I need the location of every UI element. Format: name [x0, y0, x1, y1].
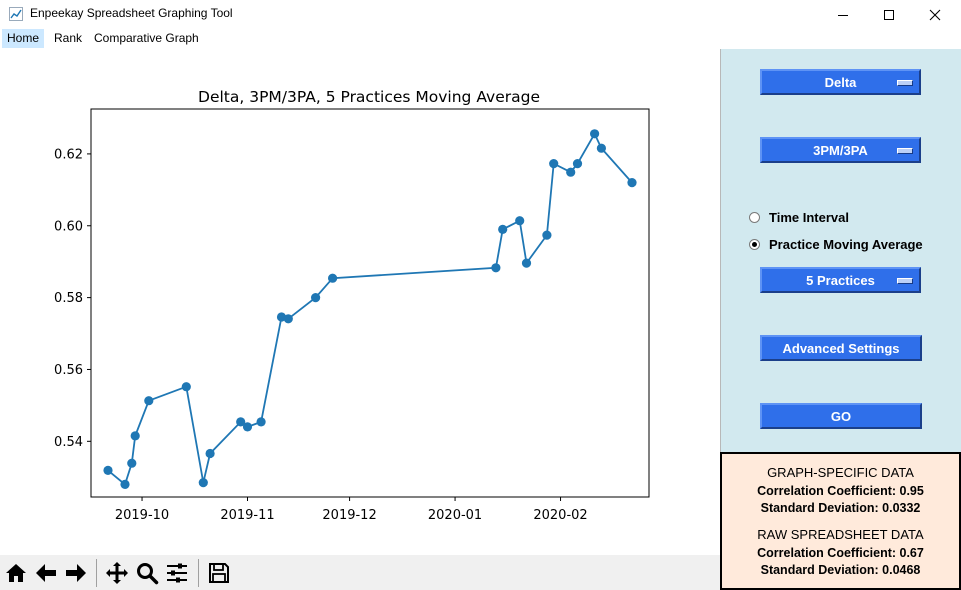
minimize-icon [838, 14, 848, 16]
y-tick-label: 0.60 [54, 219, 83, 234]
data-point [566, 167, 576, 177]
configure-subplots-icon [167, 563, 187, 583]
data-point [144, 396, 154, 406]
radio-time-interval-label: Time Interval [769, 209, 849, 225]
raw-spreadsheet-heading: RAW SPREADSHEET DATA [757, 527, 924, 542]
back-button[interactable] [33, 560, 59, 586]
statistics-box: GRAPH-SPECIFIC DATA Correlation Coeffici… [720, 452, 961, 590]
settings-panel: Delta 3PM/3PA Time Interval Practice Mov… [720, 49, 961, 452]
radio-practice-moving-average[interactable]: Practice Moving Average [749, 235, 923, 253]
y-tick-label: 0.62 [54, 147, 83, 162]
graph-correlation: Correlation Coefficient: 0.95 [757, 484, 924, 498]
x-tick-label: 2019-11 [220, 508, 274, 523]
stat-dropdown-value: 3PM/3PA [813, 142, 868, 158]
practices-dropdown-value: 5 Practices [806, 272, 875, 288]
x-tick-label: 2020-02 [533, 508, 587, 523]
home-button[interactable] [3, 560, 29, 586]
x-tick-label: 2019-10 [115, 508, 169, 523]
data-point [283, 314, 293, 324]
menu-comparative-graph[interactable]: Comparative Graph [94, 31, 199, 45]
close-button[interactable] [912, 0, 958, 29]
forward-arrow-icon [66, 564, 86, 582]
back-arrow-icon [36, 564, 56, 582]
save-icon [209, 563, 229, 583]
radio-practice-ma-label: Practice Moving Average [769, 236, 923, 252]
toolbar-separator [96, 559, 97, 587]
line-chart: Delta, 3PM/3PA, 5 Practices Moving Avera… [54, 88, 650, 523]
raw-std-deviation: Standard Deviation: 0.0468 [760, 563, 921, 577]
close-icon [929, 9, 941, 20]
practices-dropdown[interactable]: 5 Practices [760, 267, 921, 293]
window-title: Enpeekay Spreadsheet Graphing Tool [30, 6, 233, 20]
advanced-settings-button[interactable]: Advanced Settings [760, 335, 922, 361]
plot-canvas[interactable]: Delta, 3PM/3PA, 5 Practices Moving Avera… [0, 49, 720, 555]
data-point [491, 263, 501, 273]
graph-specific-heading: GRAPH-SPECIFIC DATA [767, 465, 914, 480]
dropdown-indicator-icon [897, 148, 913, 154]
data-point [130, 431, 140, 441]
app-icon [9, 7, 23, 21]
y-tick-label: 0.58 [54, 291, 83, 306]
dropdown-indicator-icon [897, 278, 913, 284]
menu-home[interactable]: Home [2, 29, 45, 48]
go-button[interactable]: GO [760, 403, 922, 429]
data-point [256, 417, 266, 427]
x-tick-label: 2020-01 [428, 508, 482, 523]
toolbar-separator [198, 559, 199, 587]
y-tick-label: 0.54 [54, 435, 83, 450]
radio-time-interval[interactable]: Time Interval [749, 208, 849, 226]
minimize-button[interactable] [820, 0, 866, 29]
data-point [521, 258, 532, 268]
configure-subplots-button[interactable] [164, 560, 190, 586]
maximize-button[interactable] [866, 0, 912, 29]
raw-correlation: Correlation Coefficient: 0.67 [757, 546, 924, 560]
data-point [572, 159, 583, 169]
dropdown-indicator-icon [897, 80, 913, 86]
data-point [242, 422, 253, 432]
zoom-icon [137, 563, 159, 585]
data-point [127, 458, 137, 468]
graph-std-deviation: Standard Deviation: 0.0332 [760, 501, 921, 515]
chart-title: Delta, 3PM/3PA, 5 Practices Moving Avera… [198, 88, 540, 106]
data-point [236, 417, 246, 427]
data-point [328, 273, 338, 283]
data-point [549, 159, 559, 169]
radio-button-icon [749, 211, 760, 223]
x-tick-label: 2019-12 [322, 508, 376, 523]
data-point [205, 448, 215, 459]
title-bar: Enpeekay Spreadsheet Graphing Tool [0, 0, 961, 29]
pan-button[interactable] [104, 560, 130, 586]
zoom-button[interactable] [134, 560, 160, 586]
maximize-icon [884, 9, 894, 20]
data-point [596, 143, 607, 153]
pan-icon [106, 562, 128, 584]
team-dropdown[interactable]: Delta [760, 69, 921, 95]
y-tick-label: 0.56 [54, 363, 83, 378]
menu-bar: Home Rank Comparative Graph [0, 29, 961, 50]
menu-rank[interactable]: Rank [54, 31, 83, 45]
data-point [498, 224, 508, 234]
forward-button[interactable] [63, 560, 89, 586]
data-point [627, 178, 637, 188]
team-dropdown-value: Delta [824, 74, 857, 90]
home-icon [6, 564, 26, 582]
data-point [103, 465, 113, 475]
radio-button-selected-icon [749, 238, 760, 250]
data-point [311, 293, 321, 303]
data-point [542, 230, 552, 240]
navigation-toolbar [0, 555, 720, 590]
data-point [515, 216, 525, 226]
save-button[interactable] [206, 560, 232, 586]
advanced-settings-label: Advanced Settings [782, 340, 900, 356]
stat-dropdown[interactable]: 3PM/3PA [760, 137, 921, 163]
data-point [198, 478, 208, 488]
data-point [181, 382, 191, 392]
data-point [120, 479, 130, 489]
go-label: GO [830, 408, 852, 424]
plot-frame [90, 108, 650, 498]
series-line [107, 131, 633, 486]
data-point [590, 129, 600, 139]
